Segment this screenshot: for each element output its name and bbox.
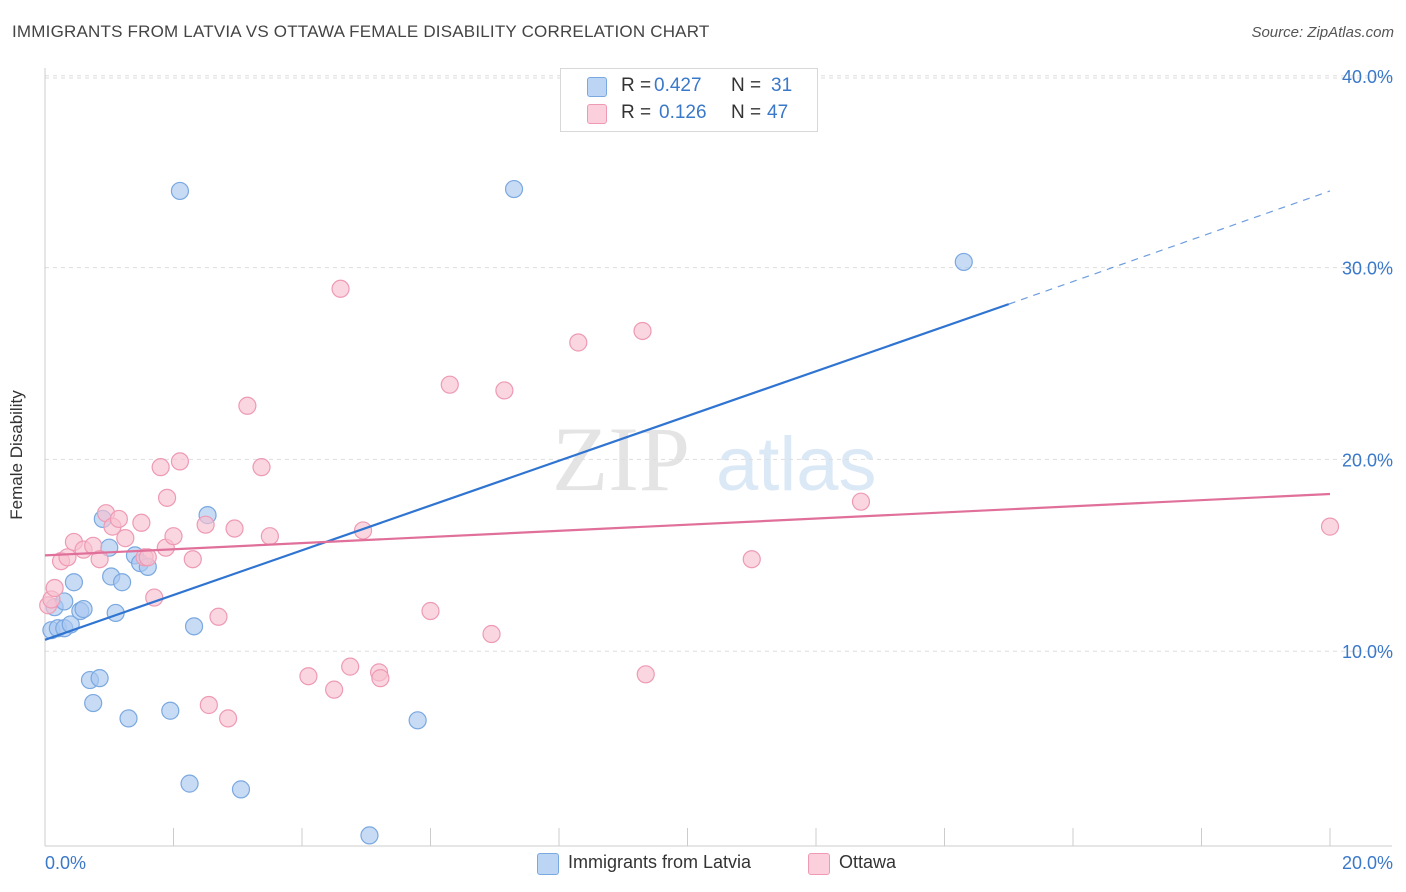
ottawa-point xyxy=(209,607,228,626)
x-tick-label: 20.0% xyxy=(1342,853,1393,873)
ottawa-point xyxy=(45,578,64,598)
latvia-point xyxy=(504,179,524,199)
ottawa-point xyxy=(116,529,135,548)
latvia-point xyxy=(170,181,190,201)
latvia-point xyxy=(84,693,103,713)
ottawa-point xyxy=(482,624,501,644)
latvia-trend-line xyxy=(44,303,1010,641)
ottawa-point xyxy=(325,680,344,699)
latvia-point xyxy=(231,780,251,799)
ottawa-point xyxy=(1320,517,1340,536)
ottawa-point xyxy=(260,527,279,546)
latvia-point xyxy=(161,701,180,720)
latvia-point xyxy=(408,711,427,730)
legend-swatch-blue xyxy=(587,77,607,97)
ottawa-point xyxy=(341,657,360,676)
legend-n-label: N = xyxy=(731,102,762,123)
latvia-trend-extension xyxy=(1008,190,1331,305)
legend-r-label: R = xyxy=(621,102,652,123)
ottawa-point xyxy=(299,667,318,686)
latvia-point xyxy=(64,573,84,592)
ottawa-point xyxy=(164,527,183,546)
latvia-point xyxy=(119,709,138,728)
ottawa-point xyxy=(196,515,215,534)
bottom-legend-swatch-pink xyxy=(808,853,830,875)
latvia-point xyxy=(74,599,93,619)
legend-swatch-pink xyxy=(587,104,607,124)
latvia-point xyxy=(360,826,379,845)
x-tick-label: 0.0% xyxy=(45,853,86,873)
ottawa-point xyxy=(157,488,177,507)
ottawa-point xyxy=(109,509,128,529)
ottawa-point xyxy=(636,665,655,684)
ottawa-point xyxy=(742,550,761,569)
latvia-point xyxy=(180,774,199,793)
bottom-legend-swatch-blue xyxy=(537,853,559,875)
ottawa-point xyxy=(145,588,164,607)
ottawa-point xyxy=(225,519,244,538)
y-tick-label: 10.0% xyxy=(1342,642,1393,662)
latvia-point xyxy=(184,617,204,636)
correlation-legend: R = 0.427 N = 31 R = 0.126 N = 47 xyxy=(560,68,818,132)
bottom-legend-label: Ottawa xyxy=(839,852,897,872)
watermark-atlas: atlas xyxy=(716,422,877,507)
ottawa-point xyxy=(151,458,170,477)
ottawa-point xyxy=(58,548,77,567)
ottawa-point xyxy=(252,458,271,477)
y-tick-label: 40.0% xyxy=(1342,67,1393,87)
legend-n-label: N = xyxy=(731,75,762,96)
ottawa-point xyxy=(440,375,459,394)
legend-r-label: R = xyxy=(621,75,652,96)
ottawa-point xyxy=(199,695,218,715)
ottawa-point xyxy=(219,709,238,728)
legend-r-value: 0.126 xyxy=(659,102,707,123)
ottawa-point xyxy=(633,321,652,341)
ottawa-point xyxy=(371,669,390,688)
ottawa-point xyxy=(569,333,588,352)
latvia-point xyxy=(954,252,973,272)
ottawa-point xyxy=(170,452,190,471)
ottawa-point xyxy=(138,548,157,567)
ottawa-point xyxy=(331,279,350,298)
latvia-point xyxy=(112,573,132,592)
ottawa-point xyxy=(353,521,373,540)
ottawa-point xyxy=(132,513,151,532)
ottawa-point xyxy=(421,601,440,621)
ottawa-point xyxy=(238,396,257,415)
y-tick-label: 20.0% xyxy=(1342,450,1393,470)
legend-n-value: 47 xyxy=(767,102,789,123)
ottawa-trend-line xyxy=(44,492,1331,557)
legend-n-value: 31 xyxy=(771,75,793,96)
ottawa-point xyxy=(183,550,202,569)
bottom-legend-label: Immigrants from Latvia xyxy=(568,852,752,872)
ottawa-point xyxy=(851,492,871,511)
source-label: Source: ZipAtlas.com xyxy=(1251,24,1394,41)
chart-title: IMMIGRANTS FROM LATVIA VS OTTAWA FEMALE … xyxy=(12,22,710,41)
ottawa-point xyxy=(90,550,109,569)
y-tick-label: 30.0% xyxy=(1342,259,1393,279)
legend-r-value: 0.427 xyxy=(654,75,702,96)
ottawa-point xyxy=(495,381,514,400)
latvia-point xyxy=(90,669,109,688)
